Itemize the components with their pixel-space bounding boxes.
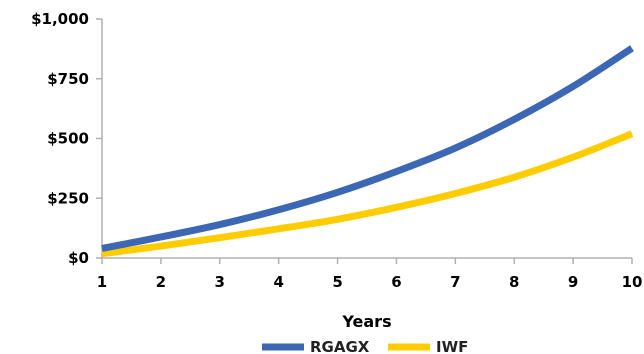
series-lines	[101, 45, 634, 258]
x-tick-label: 2	[156, 273, 166, 291]
y-tick-label: $1,000	[31, 10, 89, 28]
x-axis-title: Years	[341, 312, 391, 331]
axes: $0 $250 $500 $750 $1,000 1 2 3 4 5 6 7 8 9 10	[31, 10, 642, 291]
x-tick-label: 7	[450, 273, 460, 291]
x-tick-label: 4	[273, 273, 283, 291]
legend-label-rgagx: RGAGX	[310, 338, 370, 354]
y-tick-label: $250	[47, 189, 89, 207]
y-tick-label: $500	[47, 130, 89, 148]
x-tick-label: 10	[622, 273, 643, 291]
y-tick-label: $0	[68, 249, 89, 267]
series-line-iwf	[101, 130, 634, 258]
x-tick-label: 5	[332, 273, 342, 291]
x-tick-label: 6	[391, 273, 401, 291]
x-tick-label: 8	[509, 273, 519, 291]
x-tick-label: 1	[97, 273, 107, 291]
x-ticks: 1 2 3 4 5 6 7 8 9 10	[97, 258, 643, 291]
x-tick-label: 9	[568, 273, 578, 291]
series-line-rgagx	[101, 45, 634, 252]
legend-label-iwf: IWF	[436, 338, 468, 354]
y-tick-label: $750	[47, 70, 89, 88]
x-tick-label: 3	[215, 273, 225, 291]
y-ticks: $0 $250 $500 $750 $1,000	[31, 10, 102, 267]
legend: RGAGX IWF	[262, 338, 468, 354]
